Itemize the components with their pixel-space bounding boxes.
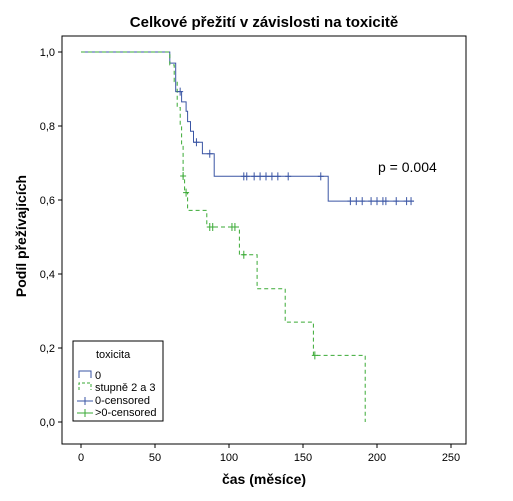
p-value-annotation: p = 0.004 <box>378 159 437 175</box>
censor-mark-0-5 <box>251 172 258 181</box>
censor-mark-0-19 <box>393 197 400 206</box>
legend-entry-0: 0 <box>95 370 101 382</box>
censor-mark-1-5 <box>231 223 238 232</box>
censor-mark-0-13 <box>353 197 360 206</box>
censor-mark-0-7 <box>263 172 269 181</box>
legend-entry-2: 0-censored <box>95 395 150 407</box>
x-tick-label-2: 100 <box>220 452 238 464</box>
series-layer <box>81 51 414 422</box>
x-axis-label: čas (měsíce) <box>222 471 306 487</box>
censor-mark-0-1 <box>193 138 200 147</box>
censor-mark-0-18 <box>382 197 389 206</box>
y-tick-label-5: 1,0 <box>40 47 55 59</box>
y-axis-label: Podíl přežívajících <box>13 175 29 297</box>
censor-mark-0-2 <box>206 149 213 158</box>
legend-symbol-censored-1 <box>77 409 93 417</box>
censor-mark-1-1 <box>183 188 190 197</box>
legend-symbol-series-0 <box>78 370 92 378</box>
censor-layer <box>177 87 415 360</box>
censor-mark-0-8 <box>268 172 275 181</box>
x-axis: 0 50 100 150 200 250 <box>78 443 460 464</box>
censor-mark-0-14 <box>359 197 366 206</box>
chart-title: Celkové přežití v závislosti na toxicitě <box>130 14 398 31</box>
censor-mark-1-7 <box>311 351 318 360</box>
censor-mark-0-10 <box>285 172 292 181</box>
y-tick-label-3: 0,6 <box>40 195 55 207</box>
censor-mark-0-0 <box>177 87 184 96</box>
censor-mark-0-11 <box>317 172 324 181</box>
censor-mark-0-9 <box>274 172 281 181</box>
legend: toxicita 0 stupně 2 a 3 0-censored >0-ce… <box>72 340 164 422</box>
legend-title: toxicita <box>96 349 131 361</box>
legend-box <box>72 340 164 422</box>
y-axis: 0,0 0,2 0,4 0,6 0,8 1,0 <box>40 47 63 429</box>
legend-entry-1: stupně 2 a 3 <box>95 382 156 394</box>
y-tick-label-0: 0,0 <box>40 417 55 429</box>
x-tick-label-4: 200 <box>368 452 386 464</box>
legend-entry-3: >0-censored <box>95 407 156 419</box>
y-tick-label-1: 0,2 <box>40 343 55 355</box>
legend-symbol-series-1 <box>78 382 92 390</box>
y-tick-label-4: 0,8 <box>40 121 55 133</box>
censor-mark-0-15 <box>368 197 375 206</box>
legend-symbol-censored-0 <box>77 397 93 405</box>
x-tick-label-1: 50 <box>149 452 161 464</box>
censor-mark-0-6 <box>257 172 264 181</box>
x-tick-label-3: 150 <box>294 452 312 464</box>
censor-mark-1-6 <box>240 250 247 259</box>
censor-mark-0-16 <box>374 197 380 206</box>
x-tick-label-0: 0 <box>78 452 84 464</box>
censor-mark-1-3 <box>209 223 216 232</box>
censor-mark-1-0 <box>180 171 187 180</box>
x-tick-label-5: 250 <box>442 452 460 464</box>
censor-mark-0-4 <box>243 172 250 181</box>
censor-mark-0-12 <box>347 197 354 206</box>
y-tick-label-2: 0,4 <box>40 269 55 281</box>
censor-mark-0-21 <box>408 197 415 206</box>
series-line-0 <box>81 51 414 202</box>
